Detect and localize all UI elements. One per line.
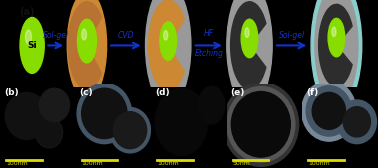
Wedge shape (319, 4, 352, 87)
Text: (b): (b) (4, 88, 19, 97)
Circle shape (20, 17, 44, 73)
Ellipse shape (67, 0, 107, 100)
Text: 50nm: 50nm (233, 161, 251, 166)
Circle shape (110, 108, 150, 153)
Ellipse shape (311, 0, 362, 113)
Text: (d): (d) (155, 88, 170, 97)
Text: (f): (f) (306, 88, 318, 97)
Wedge shape (231, 2, 266, 89)
Text: Sol-gel: Sol-gel (43, 31, 69, 40)
Ellipse shape (146, 0, 191, 107)
Ellipse shape (227, 0, 272, 107)
Circle shape (332, 27, 336, 37)
Circle shape (5, 92, 48, 139)
Circle shape (39, 88, 70, 122)
Text: (e): (e) (231, 88, 245, 97)
Circle shape (77, 19, 96, 63)
Ellipse shape (198, 86, 225, 124)
Ellipse shape (227, 87, 295, 162)
Text: CVD: CVD (118, 31, 134, 40)
Circle shape (164, 30, 168, 40)
Circle shape (302, 81, 356, 141)
Circle shape (337, 100, 376, 144)
Text: 100nm: 100nm (308, 161, 330, 166)
Ellipse shape (155, 88, 208, 155)
Circle shape (343, 107, 370, 137)
Wedge shape (149, 0, 184, 91)
Circle shape (328, 18, 345, 57)
Text: Etching: Etching (194, 49, 223, 58)
Circle shape (306, 86, 352, 136)
Text: (c): (c) (79, 88, 93, 97)
Text: Si: Si (27, 41, 37, 50)
Text: (a): (a) (19, 7, 34, 17)
Ellipse shape (315, 0, 358, 104)
Text: 100nm: 100nm (6, 161, 28, 166)
Text: 100nm: 100nm (82, 161, 104, 166)
Circle shape (245, 28, 249, 37)
Circle shape (312, 92, 345, 129)
Circle shape (82, 29, 87, 40)
Ellipse shape (223, 82, 299, 166)
Wedge shape (68, 2, 101, 89)
Text: 100nm: 100nm (157, 161, 179, 166)
Circle shape (113, 112, 147, 149)
Circle shape (160, 22, 177, 60)
Circle shape (241, 19, 258, 58)
Circle shape (36, 118, 63, 148)
Text: HF: HF (204, 29, 214, 38)
Circle shape (77, 83, 132, 144)
Text: Sol-gel: Sol-gel (279, 31, 305, 40)
Ellipse shape (231, 92, 290, 157)
Circle shape (82, 88, 127, 139)
Circle shape (25, 30, 31, 44)
